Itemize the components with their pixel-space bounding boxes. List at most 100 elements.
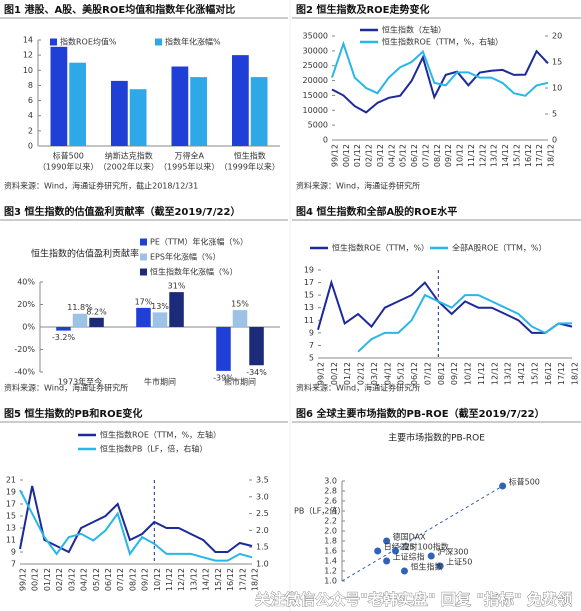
legend-label: 恒生指数年化涨幅（%）: [150, 267, 238, 277]
legend-swatch: [140, 253, 147, 261]
x-tick-label: 1973年至今: [58, 377, 102, 387]
x-tick-label: 02/12: [357, 362, 366, 385]
point-label: 标普500: [509, 477, 540, 487]
x-tick-label: 05/12: [397, 362, 406, 385]
x-tick-label: 11/12: [477, 362, 486, 385]
point-label: 恒生指数: [410, 562, 442, 572]
x-tick-label: 18/12: [547, 144, 556, 167]
bar: [56, 327, 71, 331]
legend-label: 指数ROE均值%: [60, 37, 117, 47]
chart-title: 图6 全球主要市场指数的PB-ROE（截至2019/7/22）: [296, 407, 545, 420]
source-note: 资料来源：Wind，海通证券研究所: [296, 181, 420, 191]
y-tick-label: 2.4: [324, 507, 337, 516]
chart-panel: 图6 全球主要市场指数的PB-ROE（截至2019/7/22） 主要市场指数的PB…: [292, 407, 581, 586]
x-tick-label: 牛市期间: [144, 377, 176, 387]
y-tick-label: 17: [6, 500, 16, 509]
y-tick-label: 30000: [303, 46, 328, 55]
bar: [89, 317, 104, 327]
x-tick-label: 02/12: [55, 568, 64, 591]
chart-title: 图1 港股、A股、美股ROE均值和指数年化涨幅对比: [4, 3, 235, 16]
y-tick-label: 0%: [22, 323, 35, 332]
x-tick-label: 03/12: [370, 362, 379, 385]
x-tick-label: 05/12: [92, 568, 101, 591]
y-tick-label: 3.0: [256, 492, 269, 501]
point: [427, 552, 435, 560]
y-tick-label: 15: [6, 512, 16, 521]
y-tick-label: 13: [304, 303, 314, 312]
y-tick-label: 1.2: [324, 567, 337, 576]
bar: [232, 310, 248, 327]
y-tick-label: 4: [28, 111, 33, 120]
y-tick-label: 2.0: [324, 527, 337, 536]
y-tick-label: 10000: [303, 106, 328, 115]
x-tick-label: 12/12: [177, 568, 186, 591]
point: [383, 557, 391, 565]
y-tick-label: 2: [28, 126, 33, 135]
y-tick-label: 2.6: [324, 497, 337, 506]
x-tick-label: 标普500: [53, 151, 84, 161]
x-tick-label: 08/12: [433, 144, 442, 167]
x-tick-label: 02/12: [365, 144, 374, 167]
x-tick-label: 00/12: [31, 568, 40, 591]
y-tick-label: 35000: [303, 32, 328, 41]
value-label: 15%: [231, 300, 249, 309]
legend-label: 恒生指数ROE（TTM，%，左轴）: [100, 430, 221, 440]
x-tick-label: 12/12: [478, 144, 487, 167]
x-tick-label: 03/12: [376, 144, 385, 167]
bar: [171, 66, 189, 146]
y-tick-label: 5: [552, 110, 557, 119]
x-tick-label: 07/12: [421, 144, 430, 167]
y-tick-label: 40%: [17, 278, 35, 287]
y-tick-label: -20%: [14, 345, 35, 354]
y-tick-label: 9: [11, 548, 16, 557]
source-note: 资料来源：Wind，海通证券研究所: [296, 383, 420, 393]
bar: [169, 292, 184, 327]
point-label: 沪深300: [437, 547, 468, 557]
x-tick-label: 11/12: [165, 568, 174, 591]
bar: [69, 62, 87, 146]
bar: [249, 327, 264, 366]
y-tick-label: 15: [552, 58, 562, 67]
x-tick-sublabel: （1999年以来）: [220, 162, 280, 172]
y-tick-label: 1.4: [324, 557, 337, 566]
x-tick-label: 05/12: [399, 144, 408, 167]
y-tick-label: 3.5: [256, 476, 269, 485]
y-tick-label: 2.8: [324, 487, 337, 496]
x-tick-label: 17/12: [535, 144, 544, 167]
y-tick-label: 2.5: [256, 509, 269, 518]
y-tick-label: 11: [6, 536, 16, 545]
x-tick-label: 08/12: [437, 362, 446, 385]
bar: [216, 327, 231, 371]
x-tick-label: 17/12: [557, 362, 566, 385]
series-line: [331, 49, 549, 114]
point: [383, 537, 391, 545]
x-tick-label: 13/12: [490, 144, 499, 167]
x-tick-label: 01/12: [343, 362, 352, 385]
source-note: 资料来源：Wind，海通证券研究所: [4, 383, 128, 393]
x-tick-label: 11/12: [467, 144, 476, 167]
legend-swatch: [50, 38, 57, 46]
x-tick-sublabel: （1995年以来）: [159, 162, 219, 172]
x-tick-label: 99/12: [331, 144, 340, 167]
legend-label: 恒生指数（左轴）: [382, 25, 446, 35]
chart-title: 图4 恒生指数和全部A股的ROE水平: [296, 205, 457, 218]
x-tick-label: 18/12: [571, 362, 580, 385]
y-tick-label: 20%: [17, 300, 35, 309]
value-label: -39%: [213, 373, 234, 382]
x-tick-label: 纳斯达克指数: [105, 151, 153, 161]
y-tick-label: 20000: [303, 76, 328, 85]
y-tick-label: 8: [28, 81, 33, 90]
x-tick-label: 99/12: [19, 568, 28, 591]
x-tick-sublabel: （2002年以来）: [99, 162, 159, 172]
bar: [136, 307, 151, 327]
x-tick-label: 06/12: [410, 362, 419, 385]
y-tick-label: 12: [23, 51, 33, 60]
watermark: 关注微信公众号"老韩实盘" 回复 "指标" 免费领: [255, 591, 572, 609]
bar: [231, 55, 249, 147]
chart-title: 图5 恒生指数的PB和ROE变化: [4, 407, 142, 420]
y-tick-label: 7: [309, 341, 314, 350]
x-tick-label: 16/12: [524, 144, 533, 167]
legend-swatch: [140, 268, 147, 276]
point-label: 德国DAX: [393, 532, 426, 542]
